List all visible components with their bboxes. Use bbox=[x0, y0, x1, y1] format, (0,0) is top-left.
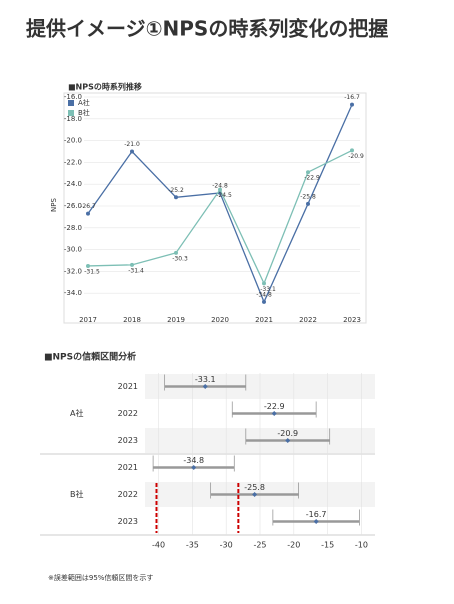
x-tick-label: -35 bbox=[186, 541, 199, 550]
y-axis-label: NPS bbox=[50, 197, 58, 211]
point bbox=[285, 438, 291, 443]
category-label: 2021 bbox=[118, 382, 138, 391]
x-tick-label: -15 bbox=[321, 541, 334, 550]
category-label: 2022 bbox=[118, 409, 138, 418]
x-tick-label: 2021 bbox=[255, 316, 273, 324]
data-label: -33.1 bbox=[195, 375, 216, 384]
data-label: -25.8 bbox=[300, 193, 316, 200]
y-tick-label: -22.0 bbox=[64, 158, 82, 166]
data-label: -22.9 bbox=[264, 402, 285, 411]
x-tick-label: -30 bbox=[220, 541, 233, 550]
point bbox=[86, 211, 90, 216]
point bbox=[202, 384, 208, 389]
data-label: -24.5 bbox=[216, 192, 232, 199]
page-title: 提供イメージ①NPSの時系列変化の把握 bbox=[26, 17, 388, 41]
x-tick-label: 2022 bbox=[299, 316, 317, 324]
data-label: -20.9 bbox=[277, 429, 298, 438]
point bbox=[271, 411, 277, 416]
y-tick-label: -30.0 bbox=[64, 246, 82, 254]
y-tick-label: -20.0 bbox=[64, 137, 82, 145]
point bbox=[306, 201, 310, 206]
category-label: 2022 bbox=[118, 490, 138, 499]
data-label: -16.7 bbox=[306, 510, 327, 519]
data-label: -21.0 bbox=[124, 141, 140, 148]
x-tick-label: 2020 bbox=[211, 316, 229, 324]
chart-title: ■NPSの信頼区間分析 bbox=[44, 351, 136, 363]
point bbox=[313, 519, 319, 524]
category-label: 2021 bbox=[118, 463, 138, 472]
point bbox=[262, 299, 266, 304]
point bbox=[218, 187, 222, 192]
category-label: 2023 bbox=[118, 517, 138, 526]
y-tick-label: -32.0 bbox=[64, 267, 82, 275]
data-label: -24.8 bbox=[212, 182, 228, 189]
point bbox=[174, 195, 178, 200]
point bbox=[252, 492, 258, 497]
point bbox=[130, 262, 134, 267]
point bbox=[350, 102, 354, 107]
x-tick-label: 2023 bbox=[343, 316, 361, 324]
line bbox=[87, 149, 353, 286]
data-label: -16.7 bbox=[344, 94, 360, 101]
chart-frame bbox=[63, 92, 367, 324]
point bbox=[262, 281, 266, 286]
point bbox=[130, 149, 134, 154]
footnote: ※誤差範囲は95%信頼区間を示す bbox=[48, 573, 153, 582]
y-tick-label: -34.0 bbox=[64, 289, 82, 297]
y-tick-label: -28.0 bbox=[64, 224, 82, 232]
legend-swatch bbox=[68, 100, 74, 106]
x-tick-label: 2017 bbox=[79, 316, 97, 324]
y-tick-label: -24.0 bbox=[64, 180, 82, 188]
data-label: -20.9 bbox=[348, 153, 364, 160]
legend-label: A社 bbox=[78, 98, 90, 107]
x-tick-label: -10 bbox=[355, 541, 368, 550]
legend-swatch bbox=[68, 110, 74, 116]
category-label: 2023 bbox=[118, 436, 138, 445]
data-label: -26.7 bbox=[80, 203, 96, 210]
y-tick-label: -26.0 bbox=[64, 202, 82, 210]
data-label: -34.8 bbox=[256, 291, 272, 298]
point bbox=[191, 465, 197, 470]
point bbox=[306, 170, 310, 175]
data-label: -31.4 bbox=[128, 267, 144, 274]
data-label: -30.3 bbox=[172, 255, 188, 262]
group-label: A社 bbox=[70, 408, 83, 418]
y-tick-label: -16.0 bbox=[64, 93, 82, 101]
point bbox=[350, 148, 354, 153]
data-label: -33.1 bbox=[260, 286, 276, 293]
x-tick-label: 2018 bbox=[123, 316, 141, 324]
x-tick-label: -20 bbox=[287, 541, 300, 550]
x-tick-label: 2019 bbox=[167, 316, 185, 324]
y-tick-label: -18.0 bbox=[64, 115, 82, 123]
data-label: -25.8 bbox=[244, 483, 265, 492]
legend-label: B社 bbox=[78, 108, 90, 117]
x-tick-label: -40 bbox=[152, 541, 165, 550]
point bbox=[174, 250, 178, 255]
group-label: B社 bbox=[70, 489, 84, 499]
data-label: -25.2 bbox=[168, 187, 184, 194]
chart-title: ■NPSの時系列推移 bbox=[68, 82, 142, 92]
data-label: -31.5 bbox=[84, 268, 100, 275]
data-label: -22.9 bbox=[304, 175, 320, 182]
data-label: -34.8 bbox=[183, 456, 204, 465]
x-tick-label: -25 bbox=[253, 541, 266, 550]
point bbox=[86, 263, 90, 268]
